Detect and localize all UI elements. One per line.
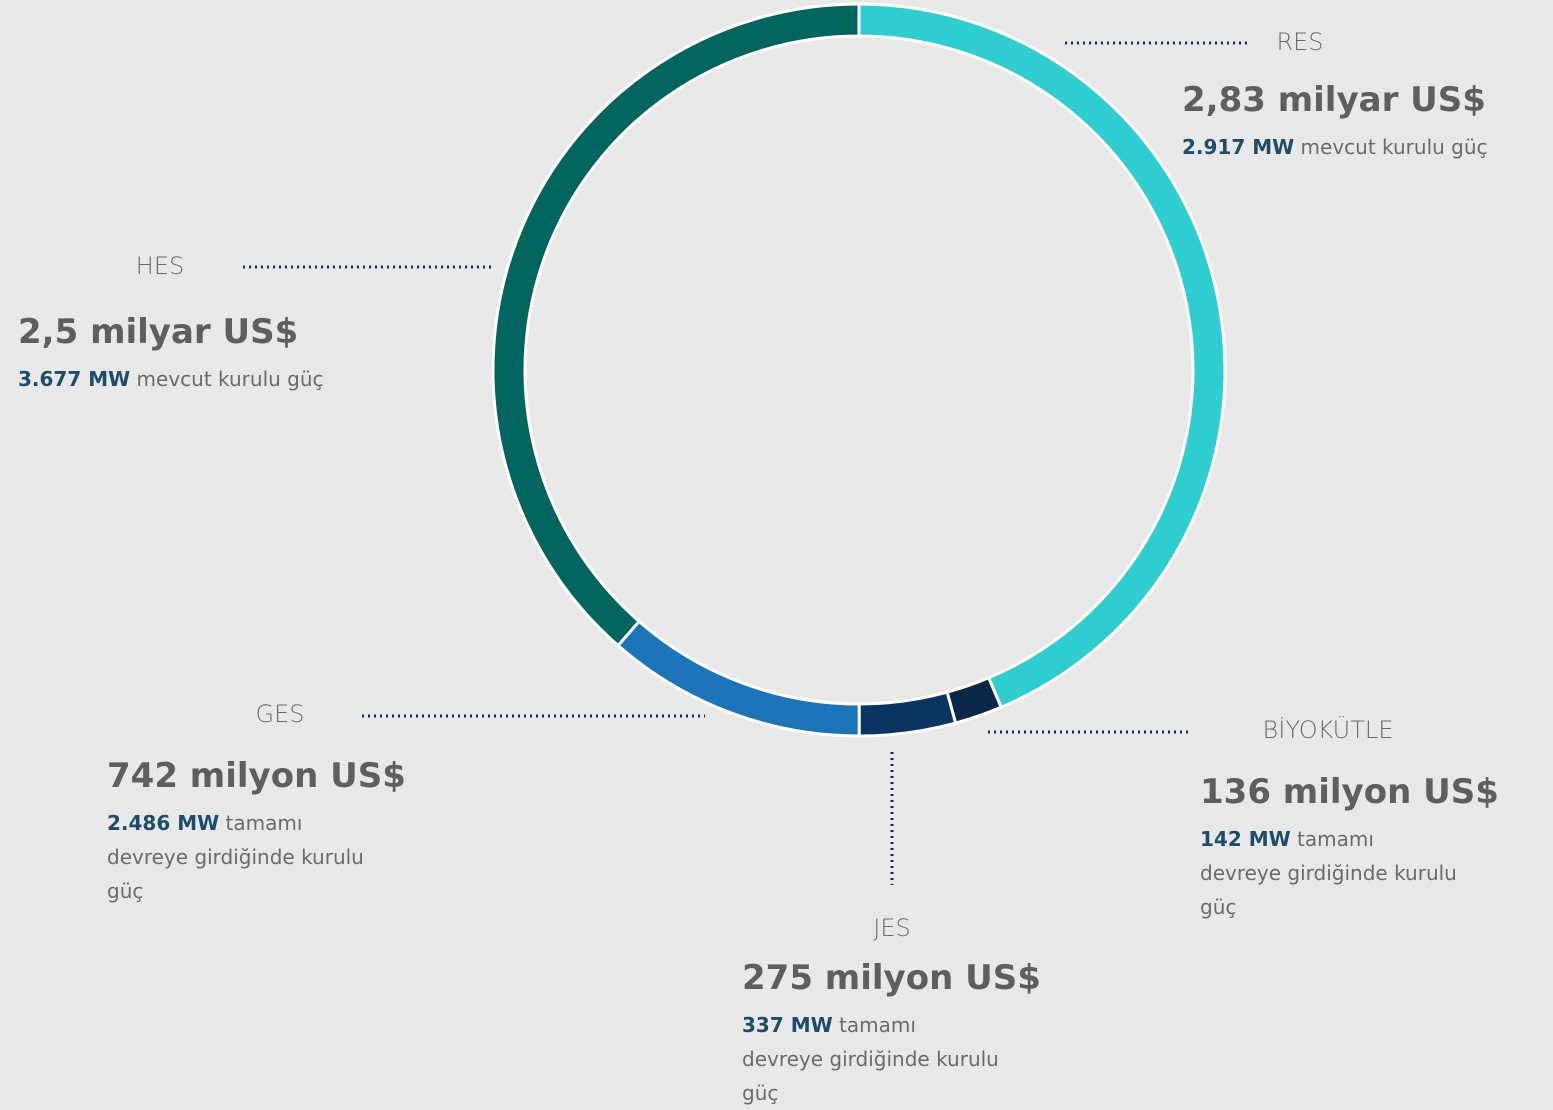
capacity: 142 MW tamamı devreye girdiğinde kurulu … <box>1200 822 1460 924</box>
capacity-note: mevcut kurulu güç <box>136 367 324 391</box>
capacity-value: 2.917 MW <box>1182 135 1295 159</box>
capacity: 337 MW tamamı devreye girdiğinde kurulu … <box>742 1008 1002 1110</box>
capacity: 3.677 MW mevcut kurulu güç <box>18 362 438 396</box>
value-label: 275 milyon US$ <box>742 958 1041 998</box>
donut-segment <box>857 690 958 738</box>
capacity-value: 3.677 MW <box>18 367 131 391</box>
capacity-value: 142 MW <box>1200 827 1291 851</box>
value-label: 742 milyon US$ <box>107 756 406 796</box>
value-label: 2,83 milyar US$ <box>1182 80 1486 120</box>
capacity: 2.917 MW mevcut kurulu güç <box>1182 130 1553 164</box>
segment-name: BİYOKÜTLE <box>1262 716 1394 744</box>
donut-segment <box>615 619 861 738</box>
value-label: 136 milyon US$ <box>1200 772 1499 812</box>
segment-name: JES <box>873 914 911 942</box>
donut-segment <box>491 2 861 648</box>
capacity-note: tamamı devreye girdiğinde kurulu güç <box>1200 827 1457 919</box>
chart <box>243 2 1250 885</box>
capacity-value: 2.486 MW <box>107 811 220 835</box>
segment-name: RES <box>1276 28 1324 56</box>
capacity: 2.486 MW tamamı devreye girdiğinde kurul… <box>107 806 367 908</box>
capacity-note: mevcut kurulu güç <box>1300 135 1488 159</box>
capacity-note: tamamı devreye girdiğinde kurulu güç <box>107 811 364 903</box>
value-label: 2,5 milyar US$ <box>18 312 299 352</box>
capacity-value: 337 MW <box>742 1013 833 1037</box>
segment-name: GES <box>255 700 305 728</box>
donut-segment <box>857 2 1227 710</box>
page: (() => { const data = JSON.parse(documen… <box>18 2 1553 1105</box>
segment-name: HES <box>135 252 185 280</box>
